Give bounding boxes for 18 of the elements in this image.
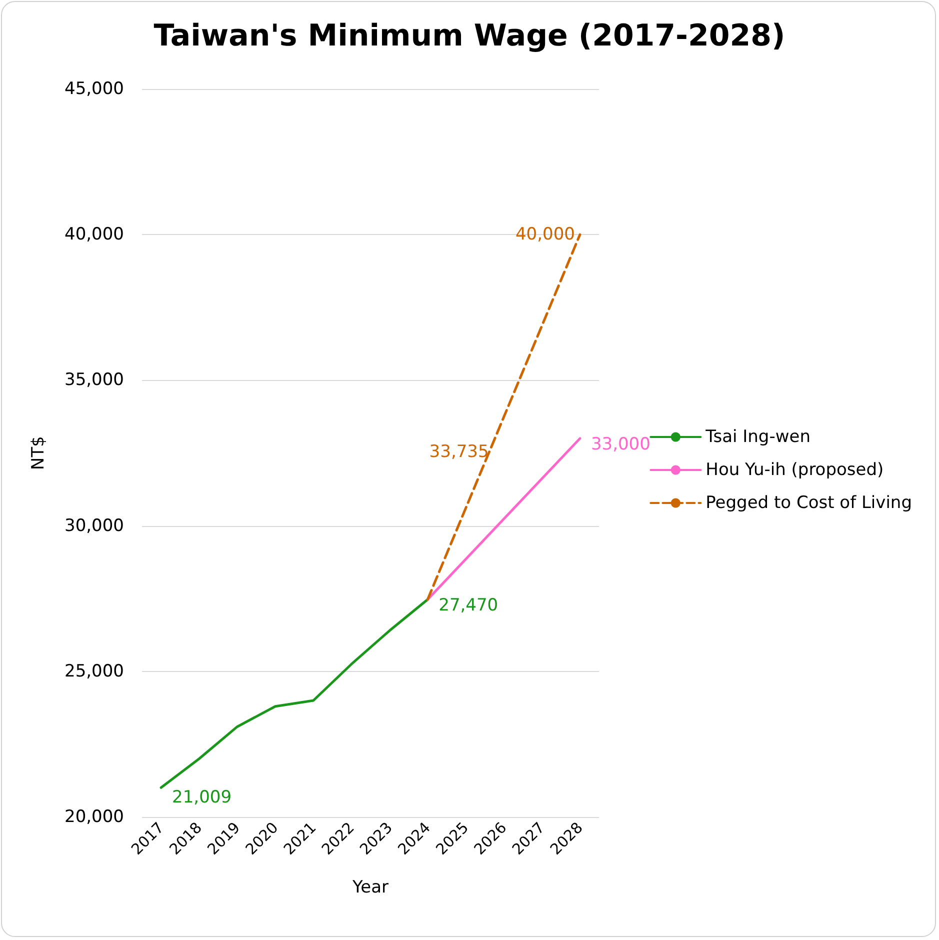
chart-title: Taiwan's Minimum Wage (2017-2028): [154, 18, 786, 54]
legend-label: Pegged to Cost of Living: [706, 493, 912, 513]
data-label: 33,000: [590, 434, 650, 454]
y-tick-label: 35,000: [64, 370, 124, 390]
y-axis-title: NT$: [28, 436, 48, 470]
data-label: 21,009: [172, 788, 232, 808]
data-label: 40,000: [515, 224, 575, 245]
y-tick-label: 40,000: [64, 224, 124, 245]
y-tick-label: 30,000: [64, 516, 124, 536]
data-label: 33,735: [429, 442, 489, 462]
legend-label: Tsai Ing-wen: [704, 427, 810, 447]
data-label: 27,470: [438, 595, 498, 616]
y-tick-label: 25,000: [64, 661, 124, 682]
line-series: [160, 598, 429, 789]
x-axis-title: Year: [352, 878, 389, 898]
legend-label: Hou Yu-ih (proposed): [706, 460, 884, 480]
y-tick-label: 20,000: [64, 807, 124, 827]
y-tick-label: 45,000: [64, 79, 124, 99]
